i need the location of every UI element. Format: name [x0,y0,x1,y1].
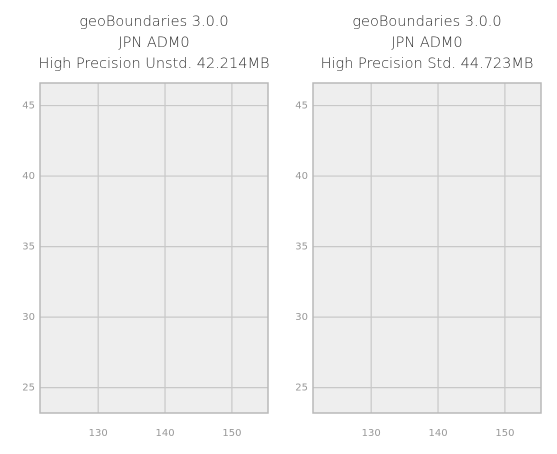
map-panel: geoBoundaries 3.0.0 JPN ADM0 High Precisio… [22,14,269,439]
plot-background [313,83,541,413]
plot-frame [312,82,542,414]
plot-frame [39,82,269,414]
y-tick-label: 40 [295,171,308,182]
chart-title: JPN ADM0 [391,35,462,51]
x-tick-label: 140 [155,428,174,439]
chart-title: JPN ADM0 [118,35,189,51]
map-panel: geoBoundaries 3.0.0 JPN ADM0 High Precisio… [295,14,542,439]
y-tick-label: 40 [22,171,35,182]
y-tick-label: 45 [295,101,308,112]
plot-background [40,83,268,413]
x-tick-label: 150 [495,428,514,439]
y-tick-label: 25 [295,383,308,394]
chart-title: geoBoundaries 3.0.0 [352,14,501,30]
y-tick-label: 30 [22,312,35,323]
x-tick-label: 150 [222,428,241,439]
chart-title: High Precision Unstd. 42.214MB [39,56,270,72]
y-tick-label: 45 [22,101,35,112]
y-tick-label: 35 [295,242,308,253]
x-tick-label: 140 [428,428,447,439]
chart-title: geoBoundaries 3.0.0 [79,14,228,30]
y-tick-label: 25 [22,383,35,394]
chart-title: High Precision Std. 44.723MB [321,56,534,72]
x-tick-label: 130 [89,428,108,439]
y-tick-label: 35 [22,242,35,253]
y-tick-label: 30 [295,312,308,323]
x-tick-label: 130 [362,428,381,439]
